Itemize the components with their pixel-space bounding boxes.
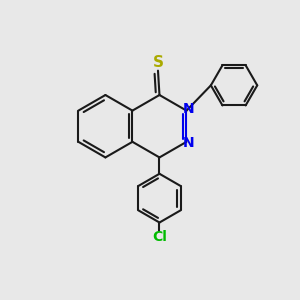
Text: N: N	[183, 136, 195, 150]
Text: N: N	[183, 102, 195, 116]
Text: S: S	[152, 55, 164, 70]
Text: Cl: Cl	[152, 230, 167, 244]
